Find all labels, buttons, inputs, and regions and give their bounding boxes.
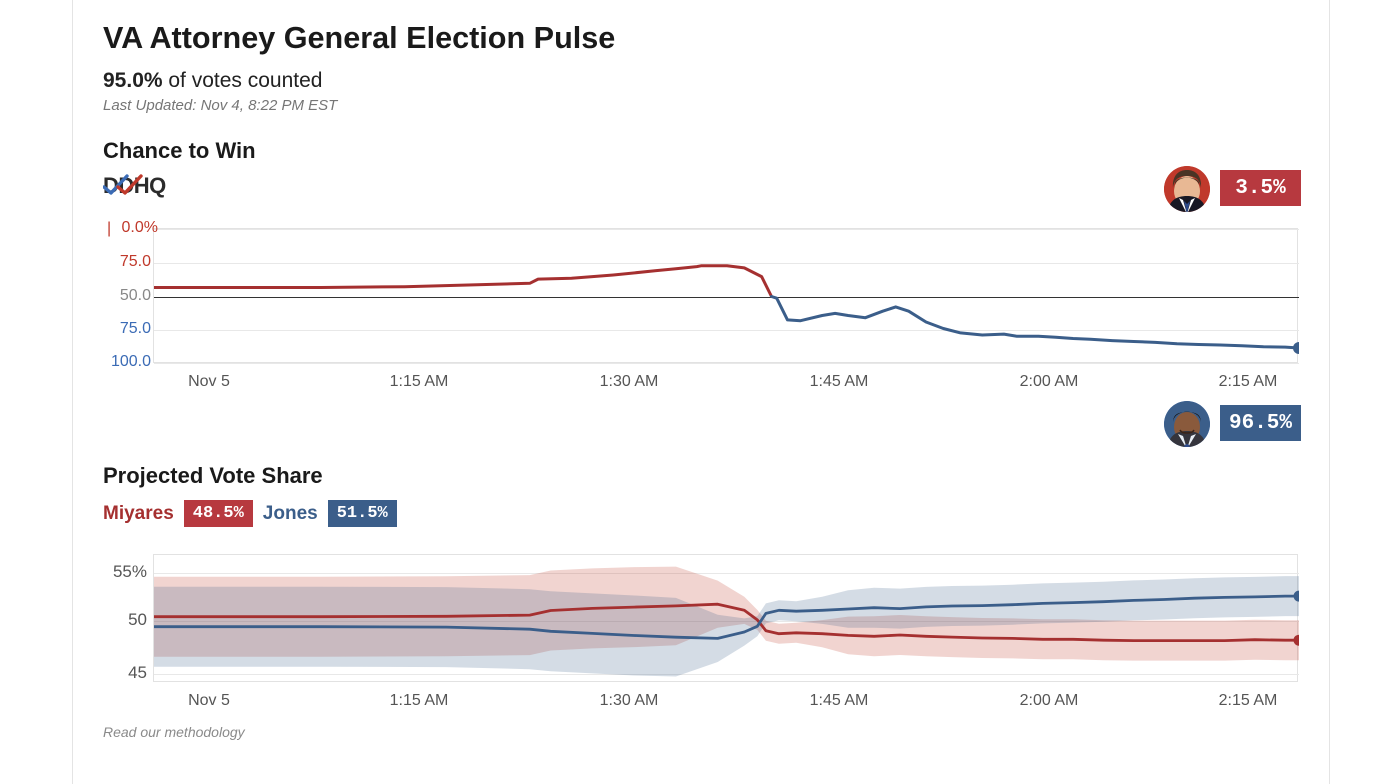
svg-text:DDHQ: DDHQ: [103, 173, 166, 198]
